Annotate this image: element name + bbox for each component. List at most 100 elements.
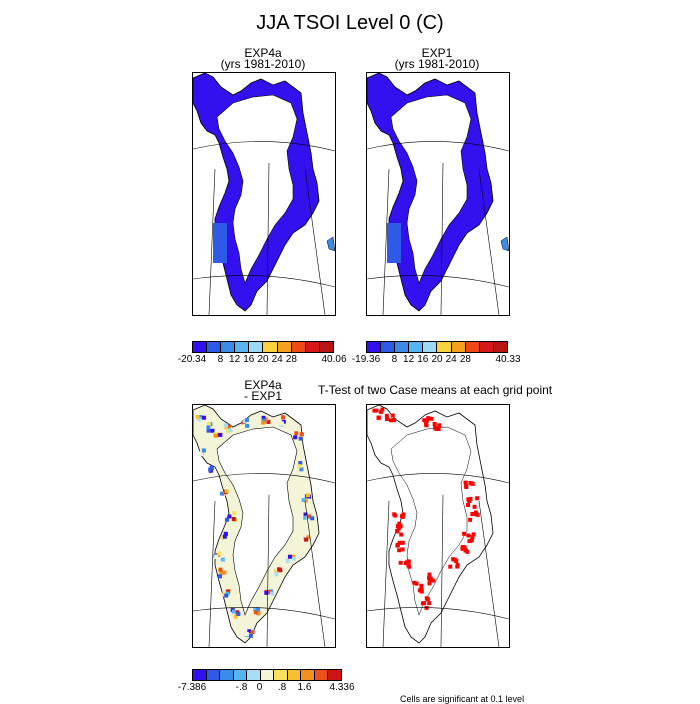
significant-cell: [395, 528, 400, 533]
colorbar-swatch: [328, 670, 342, 680]
map-exp4a: [193, 73, 335, 315]
map-diff: [193, 405, 335, 647]
significant-cell: [466, 503, 471, 508]
diff-cell: [211, 472, 216, 477]
colorbar-tick-label: 28: [459, 354, 471, 365]
diff-cell: [299, 467, 304, 472]
diff-cell: [199, 451, 204, 456]
colorbar-swatch: [423, 342, 438, 352]
significant-cell: [424, 596, 429, 601]
lat-line: [367, 473, 509, 484]
diff-cell: [226, 429, 231, 434]
diff-cell: [303, 512, 308, 517]
colorbar-tick-label: 12: [403, 354, 415, 365]
diff-cell: [222, 534, 227, 539]
diff-cell: [244, 632, 249, 637]
colorbar-swatch: [305, 342, 320, 352]
colorbar-swatch: [367, 342, 382, 352]
panel-title-exp1: EXP1 (yrs 1981-2010): [366, 47, 508, 70]
colorbar-swatch: [233, 670, 248, 680]
significant-cell: [448, 564, 453, 569]
significant-cell: [468, 496, 473, 501]
significant-cell: [419, 587, 424, 592]
diff-cell: [225, 517, 230, 522]
diff-cell: [261, 415, 266, 420]
significant-cell: [428, 576, 433, 581]
significant-cell: [424, 418, 429, 423]
colorbar-tick-label: 1.6: [297, 682, 312, 693]
significant-cell: [431, 578, 436, 583]
colorbar-swatch: [479, 342, 494, 352]
diff-cell: [306, 538, 311, 543]
diff-cell: [220, 557, 225, 562]
colorbar-diff-swatches: [192, 669, 342, 681]
colorbar-swatch: [249, 342, 264, 352]
significant-cell: [424, 605, 429, 610]
significant-cell: [391, 418, 396, 423]
colorbar-swatch: [193, 342, 208, 352]
diff-cell: [303, 498, 308, 503]
significant-cell: [427, 601, 432, 606]
colorbar-tick-label: -19.36: [351, 354, 381, 365]
significant-cell: [462, 531, 467, 536]
figure-title: JJA TSOI Level 0 (C): [256, 12, 444, 34]
diff-cell: [198, 415, 203, 420]
lon-line: [440, 162, 444, 315]
diff-cell: [247, 629, 252, 634]
diff-cell: [294, 431, 299, 436]
diff-cell: [206, 422, 211, 427]
significant-cell: [468, 480, 473, 485]
significant-cell: [469, 538, 474, 543]
diff-cell: [231, 517, 236, 522]
colorbar-swatch: [451, 342, 466, 352]
diff-cell: [231, 609, 236, 614]
diff-cell: [293, 435, 298, 440]
significant-cell: [414, 581, 419, 586]
colorbar-exp4a: -20.34 8 12 16 20 24 28 40.06: [178, 341, 347, 366]
significant-cell: [376, 415, 381, 420]
significant-cell: [466, 497, 471, 502]
colorbar-diff: -7.386 -.8 0 .8 1.6 4.336: [178, 669, 355, 694]
diff-cell: [197, 417, 202, 422]
diff-cell: [199, 411, 204, 416]
colorbar-swatch: [207, 342, 222, 352]
diff-cell: [310, 516, 315, 521]
diff-cell: [201, 448, 206, 453]
significant-cell: [436, 426, 441, 431]
colorbar-swatch: [260, 670, 275, 680]
warm-cell-cluster: [213, 223, 227, 263]
diff-cell: [256, 611, 261, 616]
diff-cell: [218, 432, 223, 437]
lon-line: [304, 168, 326, 315]
lon-line: [266, 162, 270, 315]
map-ttest: [367, 405, 509, 647]
diff-cell: [306, 493, 311, 498]
colorbar-swatch: [314, 670, 329, 680]
colorbar-tick-label: 40.06: [321, 354, 347, 365]
significant-cell: [470, 534, 475, 539]
diff-cell: [233, 614, 238, 619]
panel-title-diff: EXP4a - EXP1: [192, 379, 334, 402]
colorbar-swatch: [493, 342, 507, 352]
significant-cell: [422, 418, 427, 423]
colorbar-swatch: [395, 342, 410, 352]
colorbar-tick-label: 24: [445, 354, 457, 365]
colorbar-tick-label: 0: [256, 682, 263, 693]
significant-cell: [427, 581, 432, 586]
significant-cell: [400, 547, 405, 552]
diff-cell: [213, 433, 218, 438]
colorbar-swatch: [235, 342, 250, 352]
significant-cell: [374, 408, 379, 413]
significant-cell: [468, 517, 473, 522]
colorbar-tick-label: 4.336: [329, 682, 355, 693]
colorbar-swatch: [247, 670, 261, 680]
diff-cell: [219, 491, 224, 496]
diff-cell: [209, 465, 214, 470]
diff-cell: [222, 592, 227, 597]
lat-line: [193, 473, 335, 484]
significant-cell: [466, 533, 471, 538]
colorbar-tick-label: -.8: [235, 682, 248, 693]
diff-cell: [242, 423, 247, 428]
colorbar-swatch: [221, 342, 236, 352]
diff-cell: [224, 489, 229, 494]
